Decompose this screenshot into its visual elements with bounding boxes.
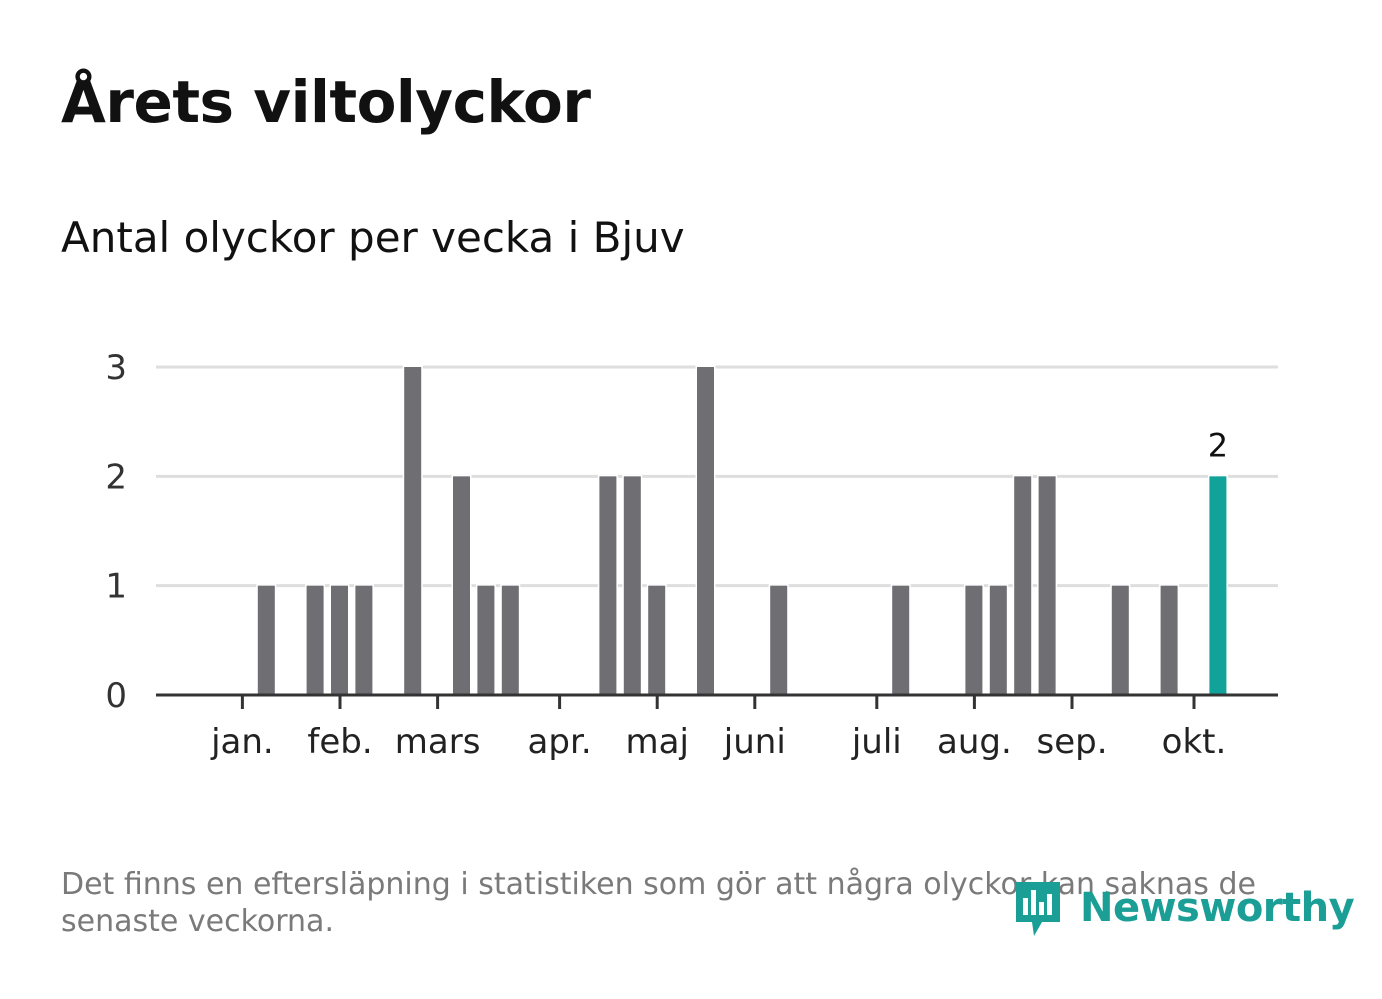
x-tick-label: apr. [528, 722, 592, 762]
bar [768, 584, 789, 697]
bar [1159, 584, 1180, 697]
bar [500, 584, 521, 697]
x-tick-label: juni [723, 722, 786, 762]
bar [305, 584, 326, 697]
x-tick-label: feb. [307, 722, 372, 762]
chart-subtitle: Antal olyckor per vecka i Bjuv [61, 213, 685, 262]
bar-highlight [1207, 474, 1228, 697]
y-tick-label: 3 [105, 348, 127, 388]
bar [329, 584, 350, 697]
y-tick-label: 1 [105, 567, 127, 607]
bar [695, 365, 716, 697]
x-tick-label: aug. [937, 722, 1012, 762]
x-tick-label: jan. [210, 722, 274, 762]
brand-name: Newsworthy [1080, 885, 1355, 931]
bar [402, 365, 423, 697]
bar [475, 584, 496, 697]
newsworthy-logo-icon [1016, 882, 1060, 936]
bar [963, 584, 984, 697]
bar [1110, 584, 1131, 697]
x-tick-label: maj [625, 722, 688, 762]
chart-title: Årets viltolyckor [61, 68, 591, 136]
x-tick-label: sep. [1036, 722, 1107, 762]
bar [1012, 474, 1033, 697]
brand-logo: Newsworthy [1012, 876, 1355, 940]
x-tick-label: mars [395, 722, 481, 762]
x-tick-label: juli [851, 722, 902, 762]
bar [353, 584, 374, 697]
bar-data-label: 2 [1208, 426, 1228, 464]
bar [256, 584, 277, 697]
bar [597, 474, 618, 697]
bar [622, 474, 643, 697]
bar [646, 584, 667, 697]
y-tick-label: 2 [105, 457, 127, 497]
bar [890, 584, 911, 697]
y-tick-label: 0 [105, 676, 127, 716]
x-tick-label: okt. [1162, 722, 1227, 762]
bar [1037, 474, 1058, 697]
bar [451, 474, 472, 697]
bar [988, 584, 1009, 697]
